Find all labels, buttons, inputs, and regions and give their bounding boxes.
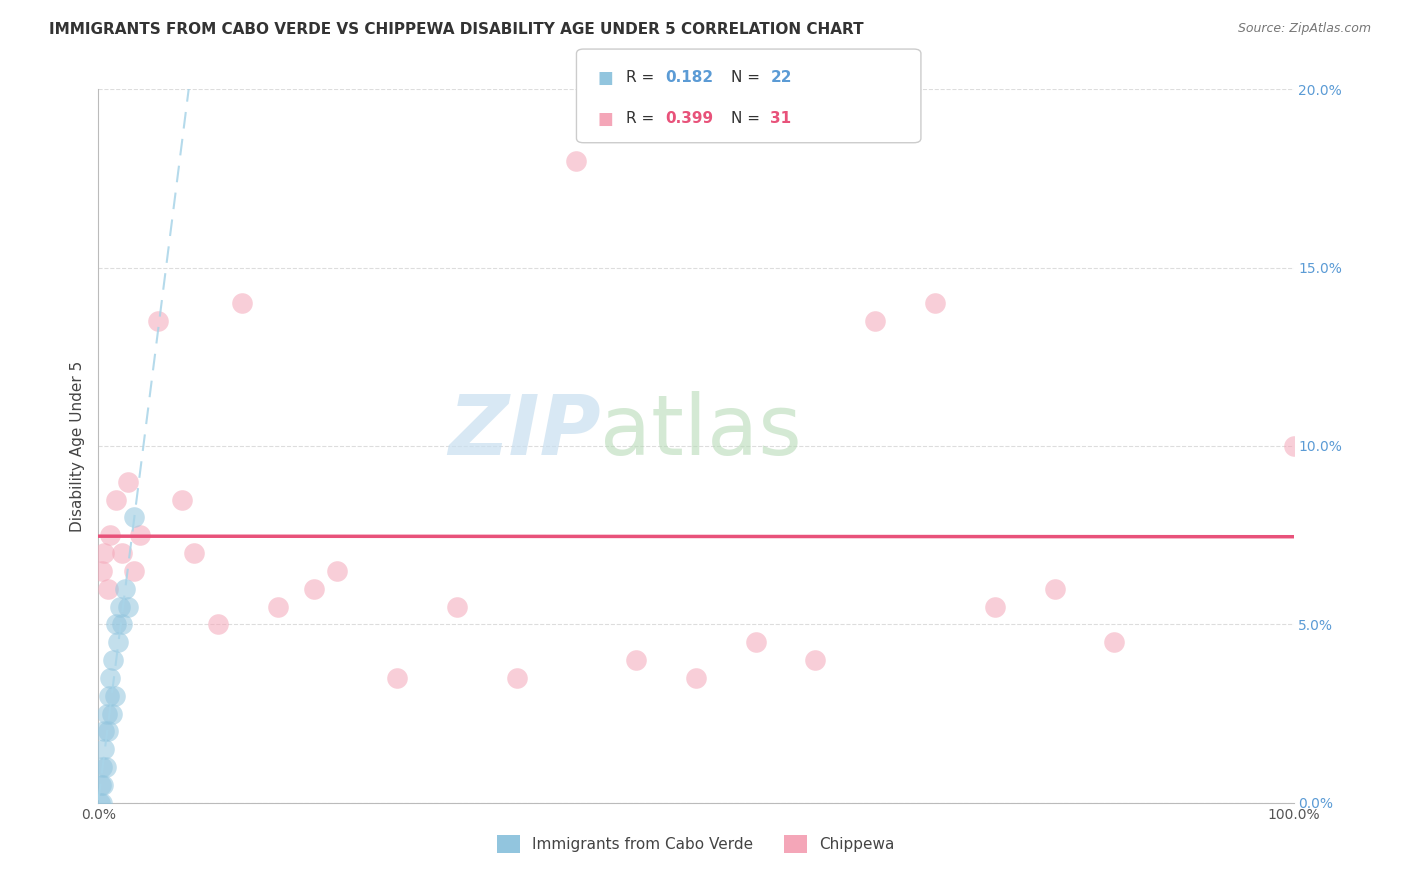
Point: [385, 671, 409, 685]
Point: [111, 617, 134, 632]
Point: [183, 546, 205, 560]
Point: [93, 724, 115, 739]
Point: [231, 296, 253, 310]
Point: [172, 492, 194, 507]
Point: [105, 617, 128, 632]
Point: [98, 689, 121, 703]
Text: ■: ■: [598, 110, 613, 128]
Text: Source: ZipAtlas.com: Source: ZipAtlas.com: [1237, 22, 1371, 36]
Point: [117, 599, 139, 614]
Point: [114, 582, 136, 596]
Point: [446, 599, 468, 614]
Point: [267, 599, 290, 614]
Point: [626, 653, 648, 667]
Point: [91, 796, 114, 810]
Point: [984, 599, 1007, 614]
Point: [107, 635, 129, 649]
Text: atlas: atlas: [600, 392, 801, 472]
Point: [93, 742, 115, 756]
Point: [101, 653, 124, 667]
Text: N =: N =: [731, 112, 765, 126]
Point: [865, 314, 887, 328]
Text: 31: 31: [770, 112, 792, 126]
Point: [745, 635, 768, 649]
Point: [565, 153, 588, 168]
Point: [90, 778, 112, 792]
Point: [506, 671, 529, 685]
Point: [98, 528, 122, 542]
Point: [97, 582, 120, 596]
Point: [91, 760, 114, 774]
Point: [105, 492, 128, 507]
Point: [117, 475, 139, 489]
Point: [91, 564, 114, 578]
Point: [207, 617, 229, 632]
Text: N =: N =: [731, 70, 765, 85]
Point: [111, 546, 134, 560]
Text: IMMIGRANTS FROM CABO VERDE VS CHIPPEWA DISABILITY AGE UNDER 5 CORRELATION CHART: IMMIGRANTS FROM CABO VERDE VS CHIPPEWA D…: [49, 22, 863, 37]
Point: [148, 314, 170, 328]
Point: [924, 296, 946, 310]
Point: [91, 778, 114, 792]
Point: [129, 528, 152, 542]
Point: [124, 510, 146, 524]
Point: [1043, 582, 1066, 596]
Point: [302, 582, 325, 596]
Point: [804, 653, 827, 667]
Point: [108, 599, 131, 614]
Point: [93, 546, 115, 560]
Point: [1104, 635, 1126, 649]
Point: [100, 706, 122, 721]
Point: [1282, 439, 1305, 453]
Point: [326, 564, 349, 578]
Point: [685, 671, 707, 685]
Point: [97, 724, 120, 739]
Point: [98, 671, 122, 685]
Point: [104, 689, 127, 703]
Point: [94, 760, 117, 774]
Point: [96, 706, 118, 721]
Text: R =: R =: [626, 70, 659, 85]
Legend: Immigrants from Cabo Verde, Chippewa: Immigrants from Cabo Verde, Chippewa: [491, 829, 901, 859]
Point: [89, 796, 111, 810]
Point: [124, 564, 146, 578]
Y-axis label: Disability Age Under 5: Disability Age Under 5: [69, 360, 84, 532]
Text: 22: 22: [770, 70, 792, 85]
Text: 0.399: 0.399: [665, 112, 713, 126]
Text: 0.182: 0.182: [665, 70, 713, 85]
Text: ZIP: ZIP: [447, 392, 600, 472]
Text: R =: R =: [626, 112, 659, 126]
Text: ■: ■: [598, 69, 613, 87]
